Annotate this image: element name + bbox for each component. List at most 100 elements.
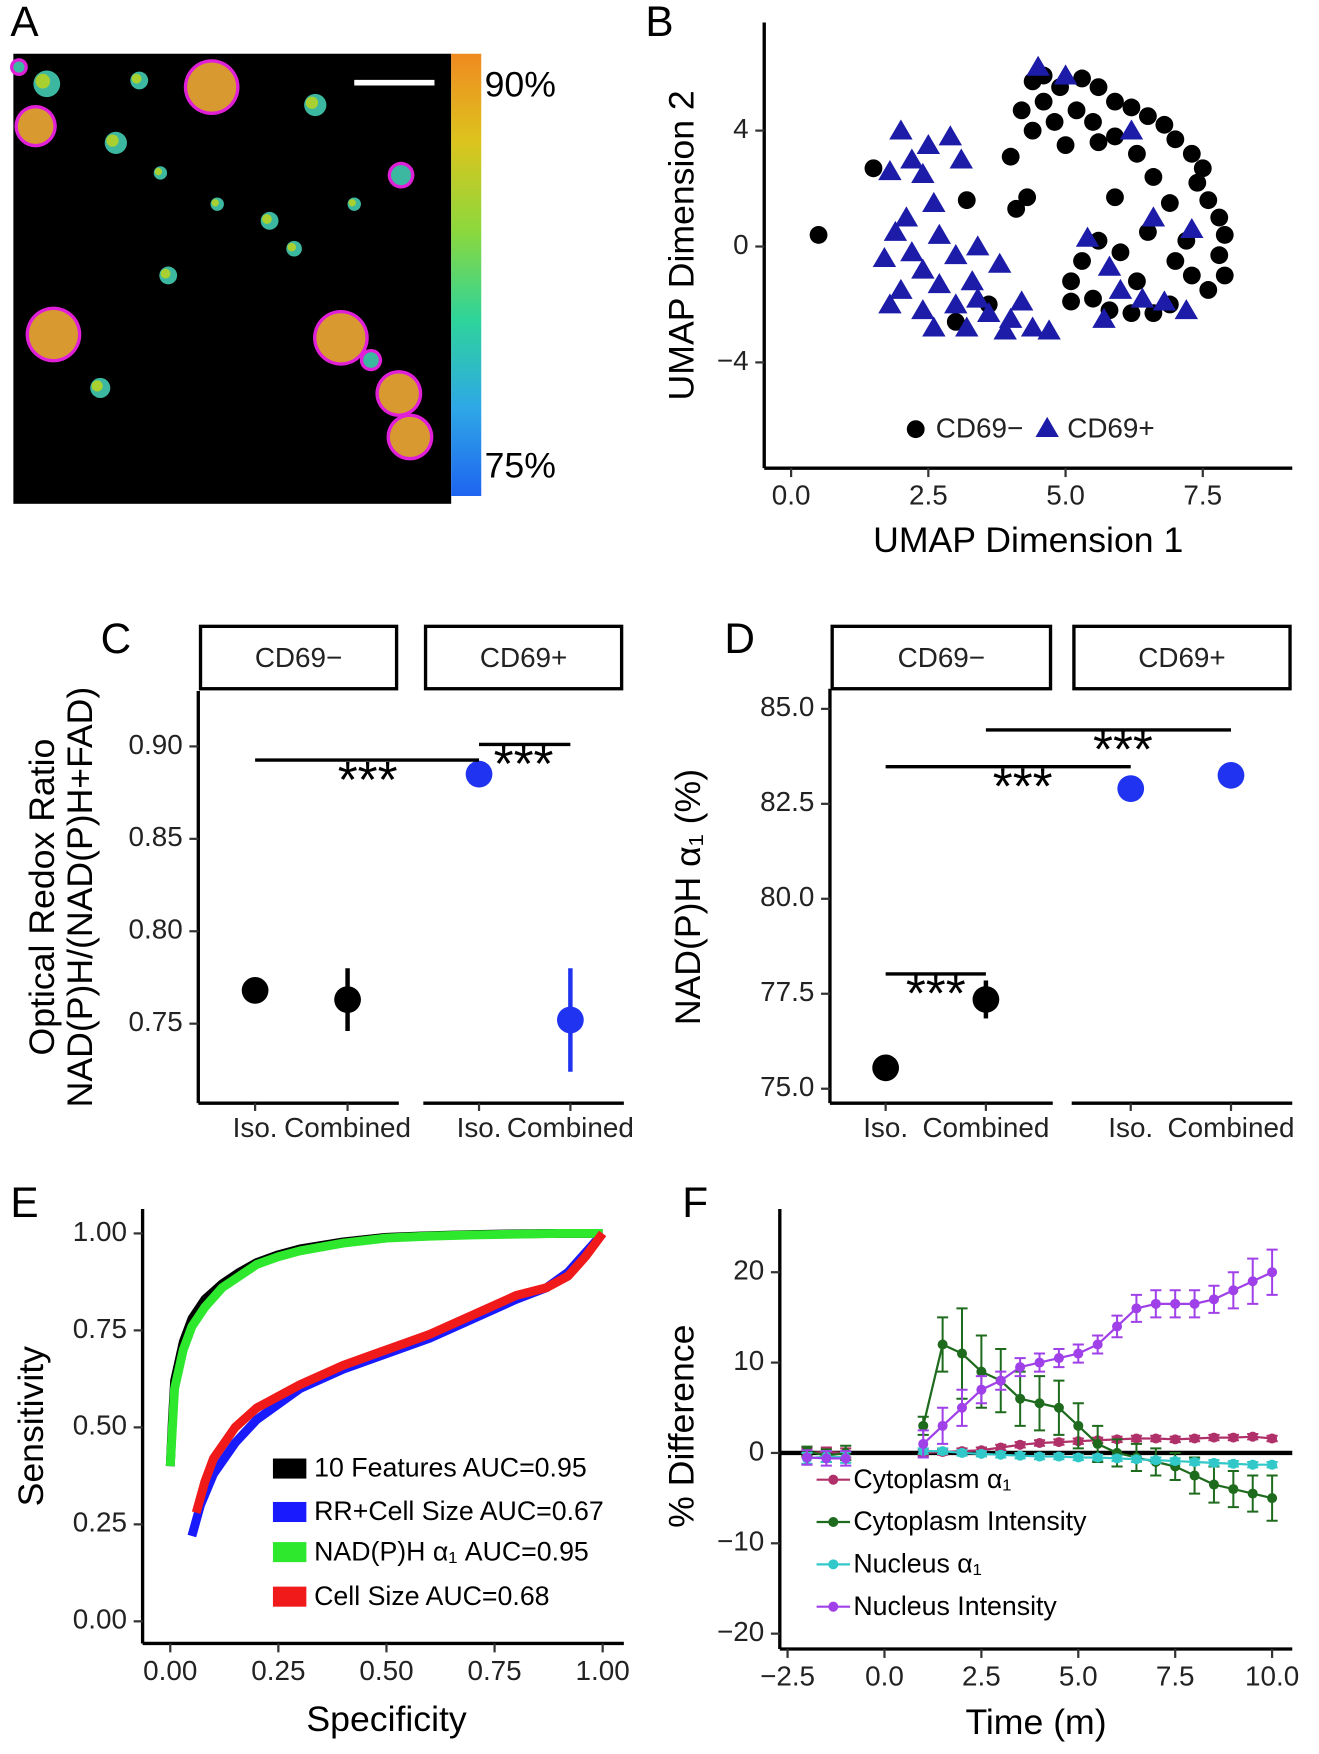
point	[1009, 290, 1034, 311]
point	[1131, 1433, 1142, 1444]
series-line	[187, 1230, 606, 1538]
legend-marker	[1035, 416, 1059, 437]
cell	[316, 313, 366, 363]
y-axis-title: NAD(P)H α₁ (%)	[668, 769, 708, 1025]
legend-marker	[828, 1601, 839, 1612]
point	[955, 316, 979, 337]
point	[922, 316, 946, 337]
cell	[389, 416, 431, 458]
point	[911, 162, 935, 183]
point	[937, 1446, 948, 1457]
legend-swatch	[272, 1501, 307, 1523]
point	[1208, 1294, 1219, 1305]
series-line	[191, 1230, 607, 1514]
y-tick-label: 0.50	[73, 1410, 127, 1441]
legend-label: Nucleus α₁	[853, 1549, 981, 1579]
point	[1073, 252, 1091, 270]
point	[1018, 188, 1037, 207]
point	[1053, 1402, 1064, 1413]
point	[1182, 266, 1201, 285]
point	[1138, 223, 1157, 241]
point	[1208, 1432, 1219, 1443]
point	[809, 226, 828, 244]
point	[1215, 266, 1234, 285]
point	[1128, 272, 1146, 291]
y-tick-label: 0.75	[128, 1006, 182, 1037]
point	[1073, 1452, 1084, 1463]
y-tick-label: 1.00	[73, 1216, 127, 1247]
point	[1152, 290, 1177, 311]
legend-marker	[828, 1559, 839, 1570]
point	[1023, 121, 1042, 140]
point	[1150, 1298, 1161, 1309]
point	[1034, 1437, 1045, 1449]
cell-highlight	[131, 73, 142, 84]
point	[1138, 107, 1157, 126]
point	[1247, 1459, 1258, 1470]
cell	[28, 309, 78, 359]
point	[1170, 1456, 1181, 1467]
point	[1228, 1458, 1239, 1469]
point	[1122, 98, 1141, 117]
x-tick-label: Iso.	[1108, 1112, 1153, 1143]
point	[966, 235, 990, 256]
point	[957, 191, 976, 210]
point	[840, 1453, 851, 1464]
x-tick-label: 1.00	[576, 1655, 630, 1686]
point	[1247, 1431, 1258, 1442]
point	[1053, 1451, 1064, 1462]
y-tick-label: 0.25	[73, 1507, 127, 1538]
point	[878, 160, 902, 181]
point	[1208, 1457, 1219, 1468]
point	[916, 133, 941, 155]
cell-highlight	[262, 214, 272, 224]
point	[334, 986, 361, 1014]
significance-label: ***	[906, 965, 966, 1022]
point	[1141, 206, 1166, 227]
point	[1150, 1455, 1161, 1466]
point	[938, 125, 962, 146]
point	[801, 1452, 812, 1463]
point	[1001, 147, 1020, 166]
cell-highlight	[154, 167, 163, 176]
point	[1117, 775, 1145, 802]
point	[1131, 1454, 1142, 1465]
point	[1089, 78, 1108, 97]
y-tick-label: 75.0	[760, 1071, 814, 1102]
point	[1089, 133, 1108, 152]
y-tick-label: 80.0	[760, 881, 814, 912]
x-axis-title: UMAP Dimension 1	[873, 520, 1183, 560]
y-tick-label: −4	[717, 345, 749, 376]
panel-letter: A	[10, 0, 39, 45]
point	[1217, 761, 1245, 789]
cell	[391, 165, 412, 186]
point	[1188, 173, 1207, 192]
point	[1034, 1451, 1045, 1462]
significance-label: ***	[338, 751, 398, 808]
point	[864, 159, 883, 178]
y-axis-title: NAD(P)H/(NAD(P)H+FAD)	[60, 687, 100, 1108]
point	[1053, 1437, 1064, 1448]
legend-swatch	[272, 1458, 307, 1479]
point	[1056, 136, 1075, 155]
point	[937, 1420, 948, 1431]
point	[1053, 64, 1078, 85]
y-tick-label: 0.85	[128, 821, 182, 852]
y-tick-label: 10	[733, 1345, 764, 1376]
point	[1189, 1433, 1200, 1444]
point	[1020, 316, 1045, 337]
point	[1007, 199, 1026, 218]
x-tick-label: Iso.	[863, 1112, 908, 1143]
point	[918, 1438, 929, 1449]
significance-label: ***	[993, 757, 1053, 814]
point	[1247, 1276, 1258, 1287]
cell	[187, 62, 237, 112]
x-tick-label: 0.0	[772, 479, 811, 510]
significance-label: ***	[1093, 721, 1153, 778]
point	[956, 1402, 968, 1413]
point	[1228, 1285, 1239, 1296]
point	[922, 191, 946, 212]
point	[1189, 1298, 1200, 1309]
point	[1034, 1357, 1045, 1368]
